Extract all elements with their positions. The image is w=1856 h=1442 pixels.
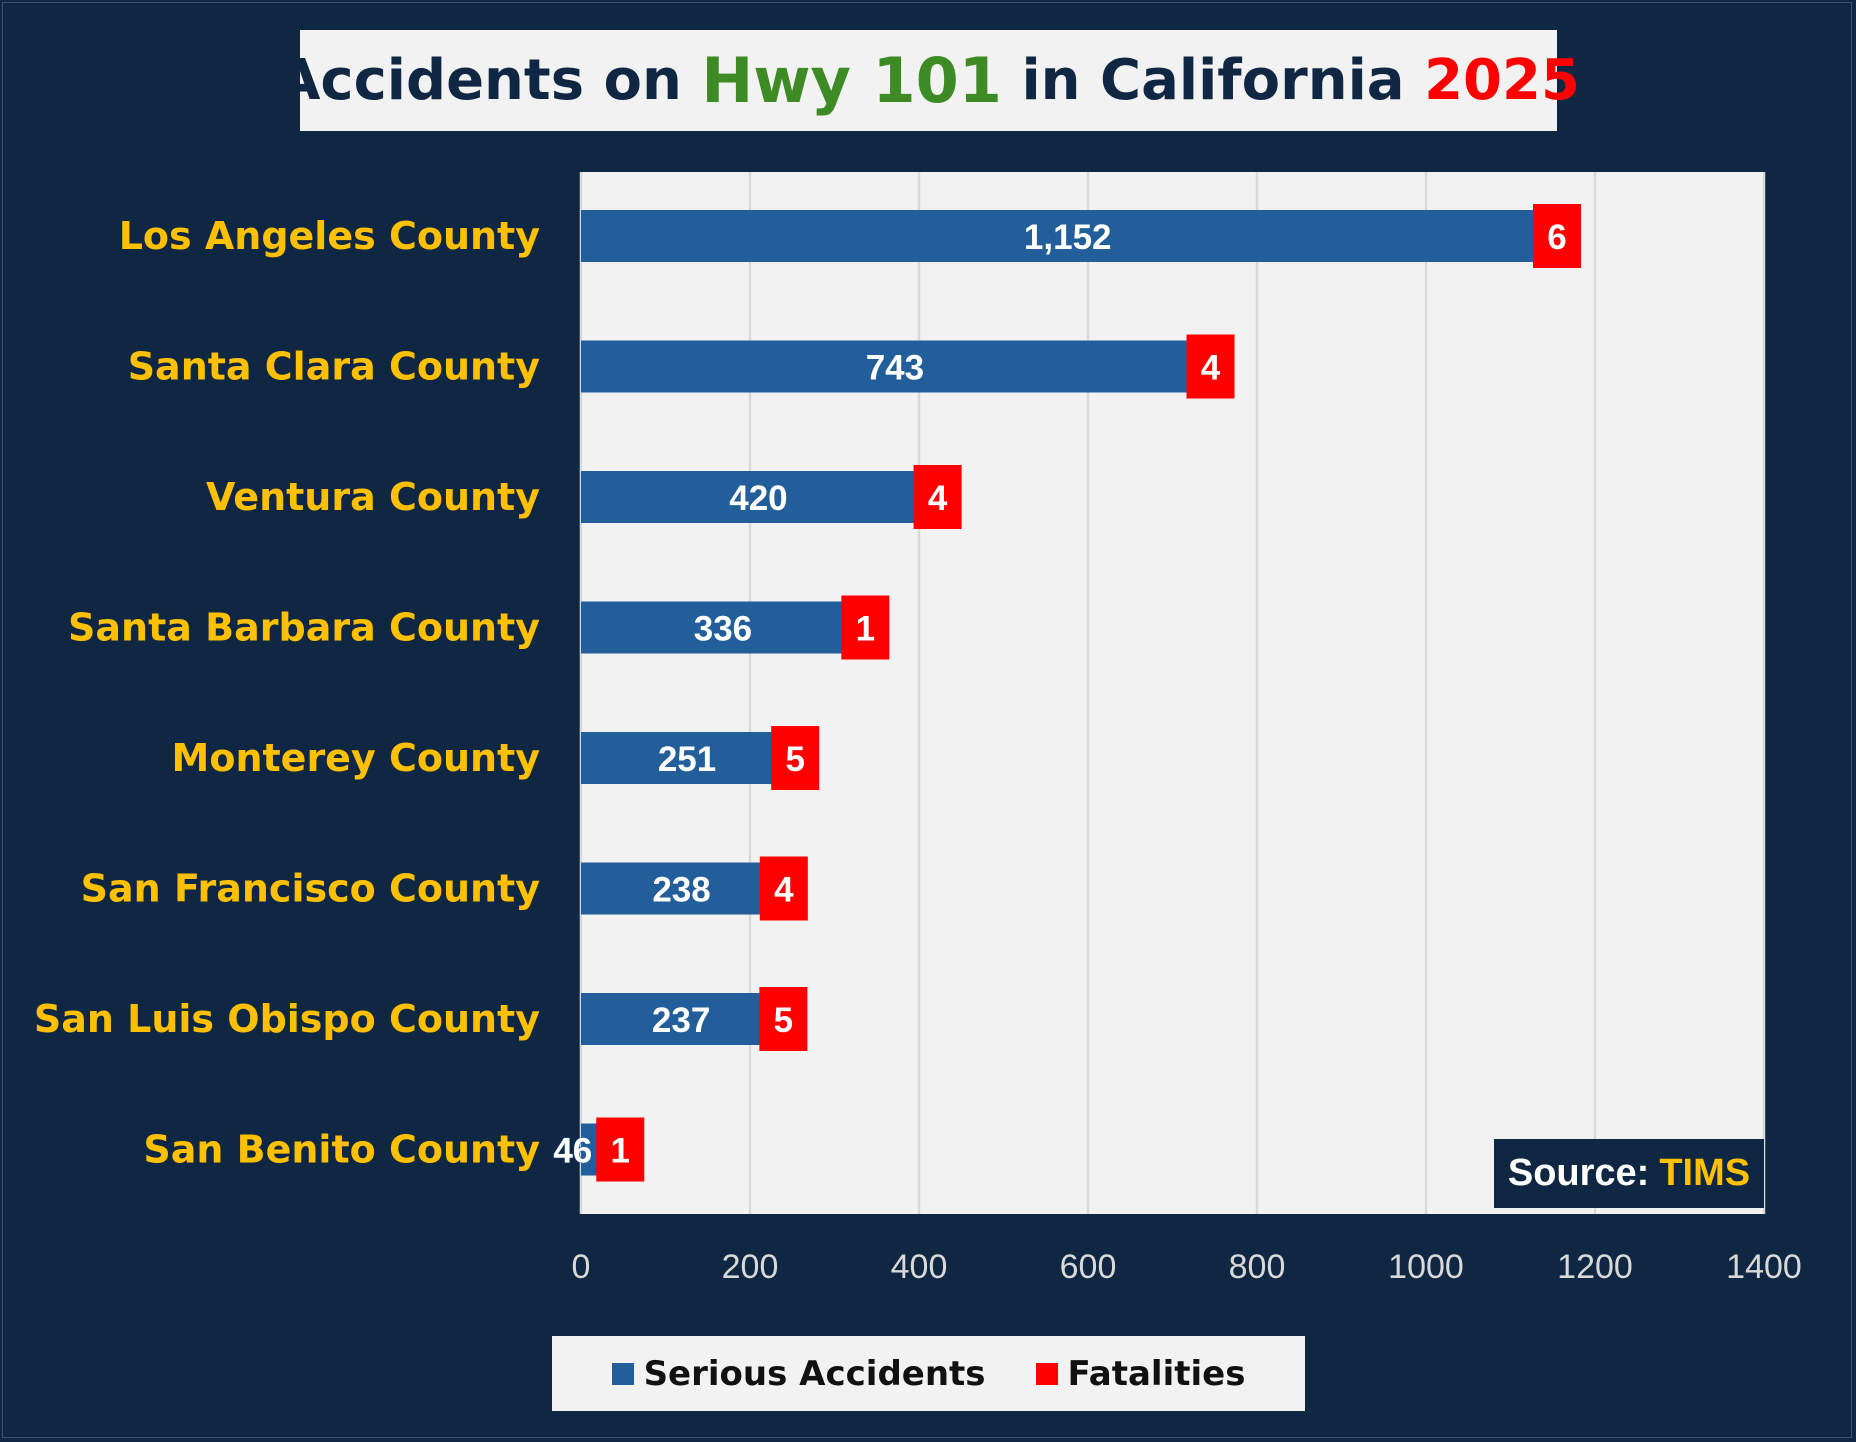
x-tick-label: 1400 (1726, 1248, 1802, 1286)
title-part: Accidents on (277, 48, 702, 113)
bar-serious-accidents (581, 210, 1555, 262)
x-tick-label: 0 (572, 1248, 591, 1286)
data-label-serious: 46 (553, 1132, 592, 1171)
fatalities-label-box (759, 856, 808, 921)
data-label-serious: 237 (652, 1001, 710, 1040)
chart-title: Accidents on Hwy 101 in California 2025 (277, 30, 1580, 131)
bar-serious-accidents (581, 862, 783, 915)
x-tick-label: 1000 (1388, 1248, 1464, 1286)
x-tick-label: 1200 (1557, 1248, 1633, 1286)
bar-serious-accidents (581, 993, 782, 1045)
data-label-fatalities: 4 (774, 871, 794, 910)
plot-area (581, 172, 1764, 1214)
category-label: Santa Clara County (128, 345, 541, 389)
x-tick-label: 800 (1229, 1248, 1286, 1286)
category-label: San Francisco County (81, 867, 541, 911)
source-value: TIMS (1659, 1152, 1751, 1194)
category-label: San Benito County (143, 1128, 540, 1172)
fatalities-label-box (759, 987, 808, 1051)
data-label-serious: 743 (866, 349, 924, 388)
bar-serious-accidents (581, 601, 865, 654)
category-label: Monterey County (172, 736, 541, 780)
legend-item-serious: Serious Accidents (611, 1353, 986, 1394)
source-box: Source: TIMS (1494, 1139, 1764, 1208)
data-label-fatalities: 1 (611, 1132, 630, 1171)
x-tick-label: 200 (722, 1248, 779, 1286)
title-part: in California (1001, 48, 1425, 113)
legend-swatch (611, 1362, 634, 1385)
data-label-serious: 336 (694, 610, 752, 649)
category-label: Ventura County (206, 475, 540, 519)
data-label-serious: 251 (658, 740, 716, 779)
fatalities-label-box (913, 465, 962, 529)
fatalities-label-box (596, 1117, 645, 1182)
fatalities-label-box (1532, 204, 1581, 268)
source-label: Source: (1507, 1152, 1650, 1194)
x-tick-label: 600 (1060, 1248, 1117, 1286)
legend-label: Fatalities (1067, 1353, 1246, 1394)
data-label-serious: 420 (729, 479, 787, 518)
title-year: 2025 (1424, 48, 1580, 113)
bar-serious-accidents (581, 732, 794, 784)
title-highway: Hwy 101 (701, 44, 1002, 117)
data-label-fatalities: 1 (856, 610, 875, 649)
category-label: Los Angeles County (119, 214, 541, 258)
data-label-fatalities: 4 (928, 479, 948, 518)
data-label-fatalities: 5 (774, 1001, 793, 1040)
data-label-fatalities: 5 (785, 740, 804, 779)
fatalities-label-box (771, 726, 820, 790)
bar-serious-accidents (581, 471, 936, 523)
legend-label: Serious Accidents (643, 1353, 986, 1394)
fatalities-label-box (1186, 334, 1235, 399)
legend: Serious Accidents Fatalities (552, 1336, 1305, 1411)
data-label-fatalities: 4 (1201, 349, 1221, 388)
category-label: San Luis Obispo County (34, 997, 540, 1041)
x-tick-label: 400 (891, 1248, 948, 1286)
fatalities-label-box (841, 595, 890, 660)
legend-swatch (1035, 1362, 1058, 1385)
data-label-serious: 238 (652, 871, 710, 910)
data-label-serious: 1,152 (1024, 218, 1112, 257)
legend-item-fatalities: Fatalities (1035, 1353, 1246, 1394)
bar-serious-accidents (581, 340, 1209, 393)
category-label: Santa Barbara County (68, 606, 540, 650)
data-label-fatalities: 6 (1547, 218, 1566, 257)
